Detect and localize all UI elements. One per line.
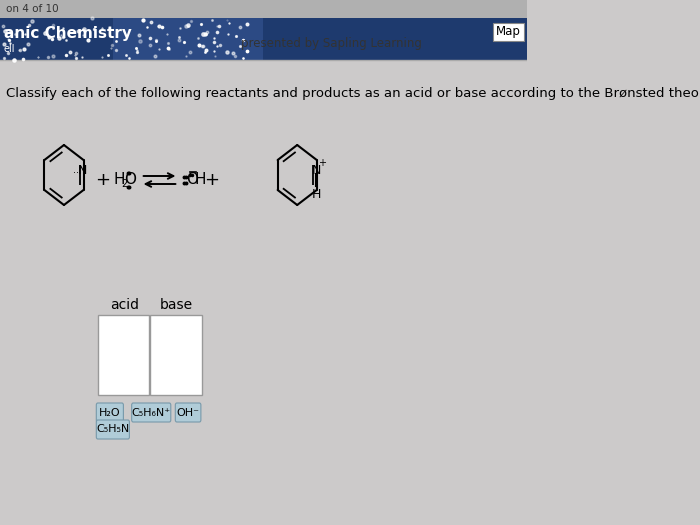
Text: H: H: [312, 187, 321, 201]
Text: H: H: [195, 173, 206, 187]
Text: base: base: [160, 298, 193, 312]
Text: N: N: [77, 164, 87, 177]
FancyBboxPatch shape: [175, 403, 201, 422]
Text: O: O: [124, 173, 136, 187]
Text: +: +: [204, 171, 219, 189]
Bar: [113, 18, 263, 60]
FancyBboxPatch shape: [493, 23, 524, 41]
Text: ..: ..: [73, 165, 79, 175]
Text: on 4 of 10: on 4 of 10: [6, 4, 59, 14]
Bar: [0, 0, 526, 18]
Text: N: N: [312, 164, 321, 177]
FancyBboxPatch shape: [97, 403, 123, 422]
Text: 2: 2: [121, 179, 127, 189]
Text: C₅H₆N⁺: C₅H₆N⁺: [132, 407, 171, 417]
FancyBboxPatch shape: [97, 420, 130, 439]
Text: Classify each of the following reactants and products as an acid or base accordi: Classify each of the following reactants…: [6, 87, 700, 100]
Text: OH⁻: OH⁻: [176, 407, 200, 417]
Bar: [98, 315, 149, 395]
Text: +: +: [96, 171, 111, 189]
Text: H₂O: H₂O: [99, 407, 120, 417]
Text: Map: Map: [496, 26, 521, 38]
Text: C₅H₅N: C₅H₅N: [96, 425, 130, 435]
Bar: [150, 315, 202, 395]
Bar: [0, 18, 526, 60]
FancyBboxPatch shape: [132, 403, 171, 422]
Text: presented by Sapling Learning: presented by Sapling Learning: [241, 37, 421, 50]
Text: +: +: [318, 158, 326, 168]
Text: ell: ell: [4, 45, 15, 55]
Text: O: O: [187, 173, 199, 187]
Text: H: H: [114, 173, 125, 187]
Text: acid: acid: [110, 298, 139, 312]
Text: anic Chemistry: anic Chemistry: [4, 26, 132, 41]
